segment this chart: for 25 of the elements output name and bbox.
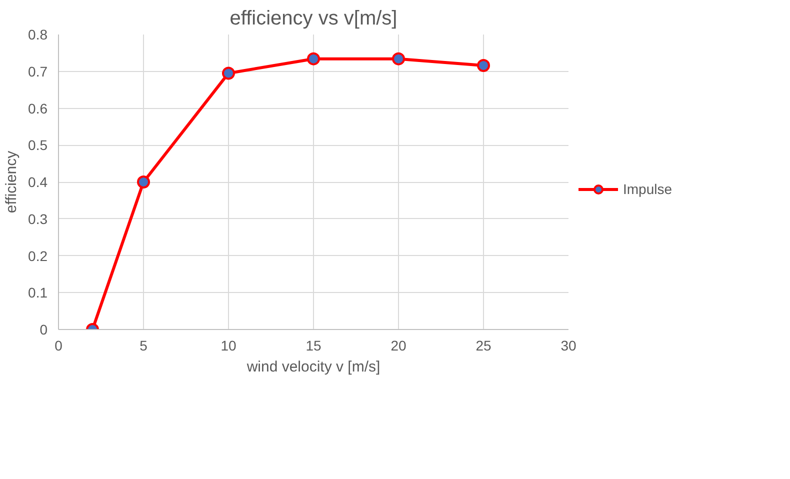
y-axis-title: efficiency	[3, 150, 20, 214]
y-tick-label: 0.7	[28, 63, 48, 80]
x-tick-label: 25	[476, 338, 492, 354]
point	[477, 58, 490, 72]
x-tick-label: 10	[220, 338, 236, 354]
x-tick-label: 0	[54, 338, 63, 354]
x-tick-label: 30	[560, 338, 576, 354]
y-tick-label: 0.2	[28, 248, 48, 264]
x-tick-label: 5	[140, 338, 148, 354]
point	[222, 66, 235, 80]
point	[307, 52, 320, 66]
legend-label: Impulse	[623, 181, 672, 197]
y-tick-label: 0.1	[28, 284, 48, 301]
y-tick-label: 0.6	[28, 100, 48, 116]
y-tick-label: 0.3	[28, 210, 48, 227]
x-tick-label: 15	[306, 338, 322, 354]
point	[392, 52, 405, 66]
point	[137, 176, 150, 188]
y-tick-label: 0	[40, 322, 48, 338]
y-tick-label: 0.4	[28, 174, 48, 190]
x-axis-title: wind velocity v [m/s]	[246, 358, 380, 376]
y-tick-label: 0.8	[28, 26, 48, 42]
y-tick-label: 0.5	[28, 137, 48, 154]
chart-title: efficiency vs v[m/s]	[230, 8, 398, 30]
x-tick-label: 20	[390, 338, 406, 354]
